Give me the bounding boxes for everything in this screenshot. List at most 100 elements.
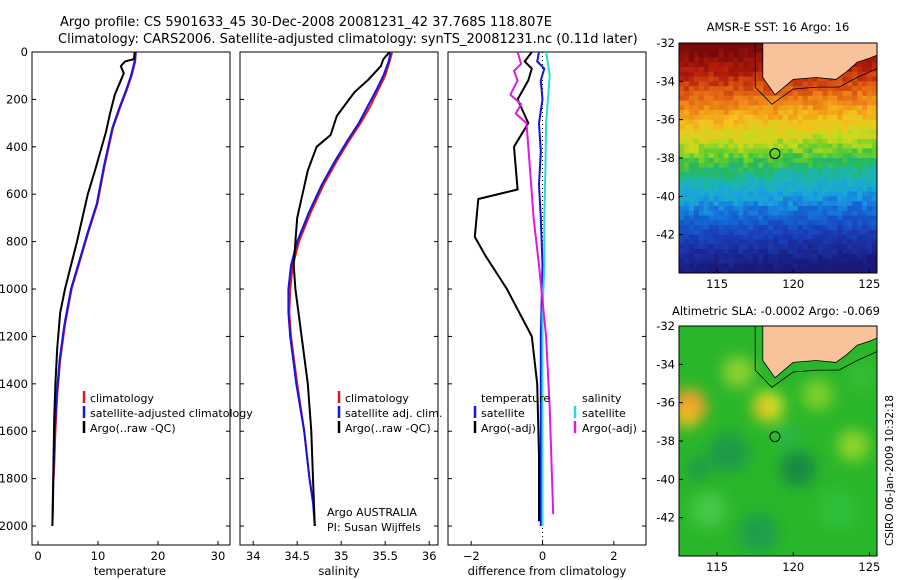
sst-cell <box>787 138 794 145</box>
sst-cell <box>857 76 863 82</box>
sst-cell <box>753 263 759 269</box>
sst-cell <box>812 263 818 269</box>
sst-cell <box>713 110 719 116</box>
sst-cell <box>827 220 833 226</box>
sst-cell <box>802 148 809 154</box>
sst-cell <box>847 129 853 135</box>
sst-cell <box>782 86 789 92</box>
sst-cell <box>867 124 873 130</box>
sst-cell <box>847 143 853 149</box>
map-y-tick-label: -42 <box>656 228 675 242</box>
sst-cell <box>688 114 695 121</box>
sst-cell <box>837 201 843 207</box>
sst-cell <box>842 153 848 159</box>
sst-cell <box>822 191 828 197</box>
sst-cell <box>857 162 863 168</box>
map-x-tick-label: 125 <box>858 277 880 291</box>
sla-anomaly-blob <box>847 362 876 391</box>
sst-cell <box>792 105 799 111</box>
sst-cell <box>872 62 877 68</box>
sst-cell <box>837 148 843 154</box>
sst-cell <box>768 162 774 168</box>
sst-cell <box>688 124 695 130</box>
sst-cell <box>733 129 739 135</box>
sst-cell <box>872 76 877 82</box>
sst-cell <box>679 100 685 106</box>
sst-cell <box>703 263 710 269</box>
sst-cell <box>768 239 774 245</box>
salinity-x-ticks: 34 34.5 35 35.5 36 <box>246 541 437 563</box>
sst-cell <box>842 114 848 121</box>
sst-cell <box>708 100 715 106</box>
sst-cell <box>728 105 734 111</box>
sst-cell <box>693 119 700 125</box>
sst-cell <box>768 134 774 140</box>
sst-cell <box>703 62 710 68</box>
sst-cell <box>753 153 759 159</box>
legend-title-temperature: temperature <box>481 392 550 405</box>
sst-cell <box>867 263 873 269</box>
sst-cell <box>683 191 690 197</box>
sst-cell <box>792 234 799 240</box>
sst-cell <box>817 143 823 149</box>
sst-cell <box>817 196 823 202</box>
sst-cell <box>718 167 724 173</box>
sst-cell <box>802 134 809 140</box>
sst-cell <box>728 210 734 216</box>
sst-cell <box>837 205 843 212</box>
sst-cell <box>703 124 710 130</box>
map-y-tick-label: -34 <box>656 74 675 88</box>
sst-cell <box>738 167 744 173</box>
sst-cell <box>812 76 818 82</box>
map-y-tick-label: -38 <box>656 434 675 448</box>
sst-cell <box>787 253 794 260</box>
sst-cell <box>713 158 719 164</box>
sst-cell <box>812 148 818 154</box>
sst-cell <box>713 66 719 73</box>
sst-cell <box>733 244 739 250</box>
sst-cell <box>728 47 734 53</box>
sst-cell <box>683 119 690 125</box>
sst-cell <box>703 229 710 236</box>
sst-cell <box>852 210 858 216</box>
sst-cell <box>787 105 794 111</box>
sst-cell <box>703 90 710 97</box>
sst-cell <box>703 172 710 178</box>
sst-cell <box>728 191 734 197</box>
sst-cell <box>872 249 877 255</box>
sst-cell <box>872 148 877 154</box>
sst-cell <box>693 66 700 73</box>
sst-cell <box>857 66 863 73</box>
sst-cell <box>703 43 710 49</box>
sst-cell <box>857 215 863 221</box>
sst-cell <box>738 201 744 207</box>
sst-cell <box>862 90 868 97</box>
sst-cell <box>867 134 873 140</box>
sst-cell <box>773 143 779 149</box>
sst-cell <box>837 90 843 97</box>
sst-cell <box>738 239 744 245</box>
sst-cell <box>738 220 744 226</box>
sst-cell <box>812 129 818 135</box>
sst-cell <box>832 229 838 236</box>
sst-cell <box>683 244 690 250</box>
sst-cell <box>703 167 710 173</box>
sst-cell <box>787 124 794 130</box>
sst-cell <box>679 129 685 135</box>
sst-cell <box>708 249 715 255</box>
difference-panel: −2 0 2 difference from climatology tempera… <box>447 51 647 578</box>
sst-cell <box>738 186 744 192</box>
sst-cell <box>842 148 848 154</box>
y-tick-label: 0 <box>21 45 28 59</box>
sst-cell <box>802 143 809 149</box>
sst-cell <box>718 191 724 197</box>
sst-cell <box>733 124 739 130</box>
sst-cell <box>693 52 700 58</box>
sst-cell <box>679 158 685 164</box>
sst-cell <box>753 258 759 264</box>
sst-cell <box>787 258 794 264</box>
sst-cell <box>753 268 759 273</box>
sst-cell <box>718 249 724 255</box>
sst-cell <box>753 191 759 197</box>
sst-cell <box>753 95 759 101</box>
